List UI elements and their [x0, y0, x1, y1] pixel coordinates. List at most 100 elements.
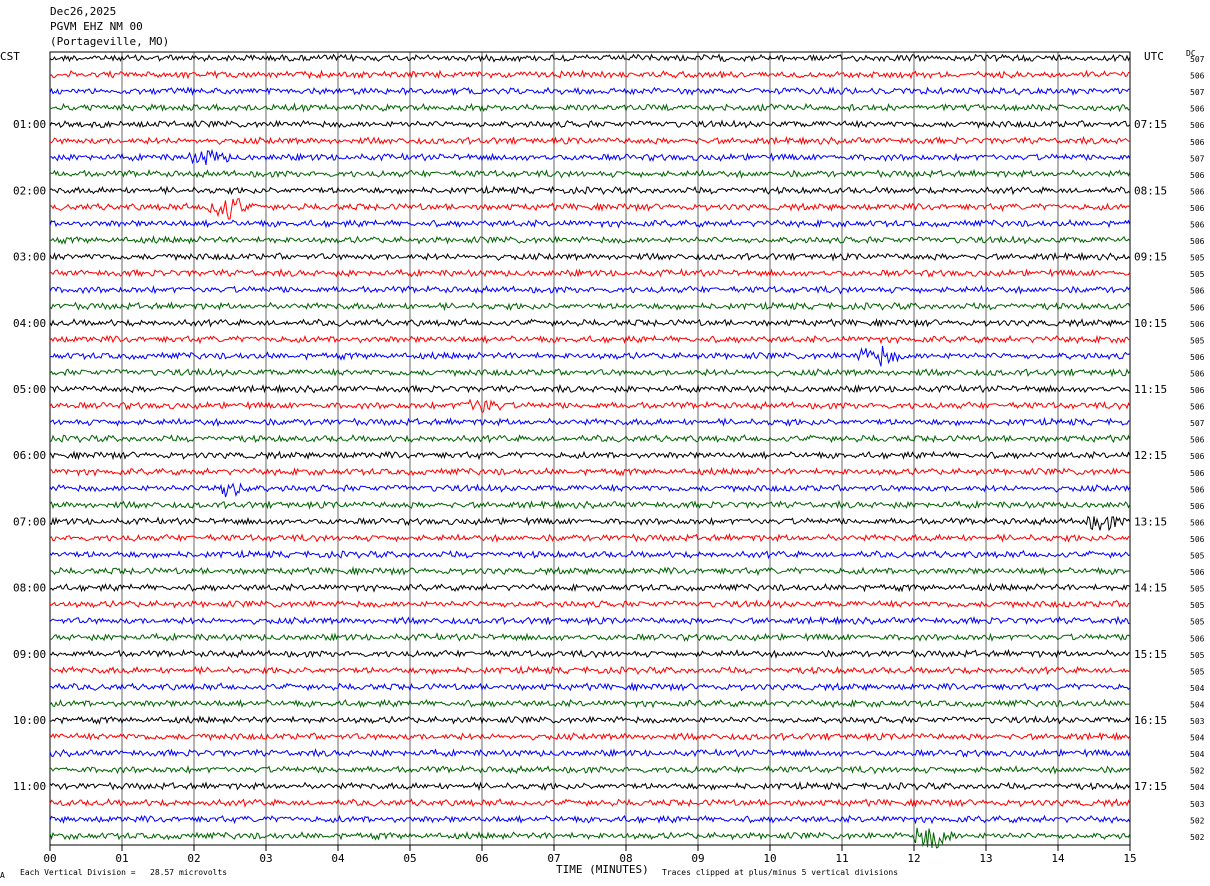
seismic-trace [49, 345, 1131, 367]
utc-hour-label: 08:15 [1134, 184, 1167, 197]
seismic-trace [49, 367, 1131, 378]
seismic-trace [49, 515, 1131, 532]
seismic-trace [49, 383, 1131, 394]
corner-mark: A [0, 871, 5, 880]
dc-offset-label: 504 [1190, 734, 1205, 743]
dc-offset-label: 505 [1190, 270, 1205, 279]
dc-offset-label: 506 [1190, 518, 1205, 527]
seismic-trace [49, 665, 1131, 676]
x-tick-label: 06 [475, 852, 488, 865]
seismic-trace [49, 827, 1131, 849]
x-tick-label: 11 [835, 852, 848, 865]
x-tick-label: 14 [1051, 852, 1065, 865]
dc-offset-label: 505 [1190, 254, 1205, 263]
seismic-trace [49, 168, 1131, 179]
seismic-trace [49, 499, 1131, 510]
left-timezone-label: CST [0, 50, 20, 63]
seismic-trace [49, 780, 1131, 791]
seismic-trace [49, 582, 1131, 593]
seismic-trace [49, 398, 1131, 414]
dc-offset-label: 507 [1190, 55, 1205, 64]
x-tick-label: 03 [259, 852, 272, 865]
dc-offset-label: 506 [1190, 171, 1205, 180]
dc-offset-label: 506 [1190, 138, 1205, 147]
dc-offset-label: 507 [1190, 88, 1205, 97]
seismic-trace [49, 69, 1131, 80]
dc-offset-label: 504 [1190, 783, 1205, 792]
seismic-trace [49, 300, 1131, 312]
seismic-trace [50, 632, 1131, 642]
x-tick-label: 12 [907, 852, 920, 865]
dc-offset-label: 506 [1190, 237, 1205, 246]
plot-frame [49, 51, 1131, 846]
x-tick-label: 02 [187, 852, 200, 865]
dc-offset-label: 506 [1190, 287, 1205, 296]
seismic-trace [49, 119, 1131, 129]
dc-offset-label: 507 [1190, 154, 1205, 163]
seismic-trace [49, 86, 1131, 97]
dc-offset-label: 506 [1190, 436, 1205, 445]
dc-offset-label: 506 [1190, 535, 1205, 544]
seismic-trace [49, 334, 1131, 345]
station-location: (Portageville, MO) [50, 35, 170, 48]
seismic-trace [50, 466, 1131, 477]
seismic-trace [49, 482, 1131, 498]
seismic-trace [49, 450, 1131, 461]
cst-hour-label: 11:00 [13, 780, 46, 793]
seismic-trace [49, 532, 1131, 544]
x-tick-label: 08 [619, 852, 632, 865]
seismic-trace [49, 268, 1131, 278]
dc-offset-label: 502 [1190, 767, 1205, 776]
dc-offset-label: 506 [1190, 485, 1205, 494]
x-tick-label: 04 [331, 852, 345, 865]
dc-offset-label: 506 [1190, 353, 1205, 362]
dc-offset-label: 503 [1190, 800, 1205, 809]
utc-hour-label: 17:15 [1134, 780, 1167, 793]
cst-hour-label: 06:00 [13, 449, 46, 462]
seismic-trace [49, 284, 1131, 295]
seismic-trace [49, 731, 1131, 742]
dc-offset-label: 505 [1190, 651, 1205, 660]
dc-offset-label: 506 [1190, 204, 1205, 213]
dc-offset-label: 505 [1190, 667, 1205, 676]
cst-hour-label: 01:00 [13, 118, 46, 131]
seismic-trace [49, 599, 1131, 609]
seismic-trace [49, 715, 1131, 725]
dc-offset-label: 503 [1190, 717, 1205, 726]
clip-note: Traces clipped at plus/minus 5 vertical … [662, 868, 899, 877]
dc-offset-label: 502 [1190, 833, 1205, 842]
seismic-trace [49, 185, 1131, 196]
station-code: PGVM EHZ NM 00 [50, 20, 143, 33]
dc-column-label: DC [1186, 49, 1196, 58]
cst-hour-label: 04:00 [13, 317, 46, 330]
dc-offset-label: 506 [1190, 369, 1205, 378]
cst-hour-label: 05:00 [13, 383, 46, 396]
dc-offset-label: 506 [1190, 452, 1205, 461]
cst-hour-label: 02:00 [13, 184, 46, 197]
seismic-trace [49, 698, 1131, 709]
dc-offset-label: 505 [1190, 601, 1205, 610]
dc-offset-label: 506 [1190, 403, 1205, 412]
record-date: Dec26,2025 [50, 5, 117, 18]
dc-offset-label: 506 [1190, 187, 1205, 196]
x-axis-title: TIME (MINUTES) [556, 863, 649, 876]
utc-hour-label: 09:15 [1134, 251, 1167, 264]
seismic-trace [49, 615, 1131, 626]
dc-offset-label: 506 [1190, 634, 1205, 643]
vertical-division-note: Each Vertical Division = 28.57 microvolt… [20, 868, 228, 877]
seismic-trace [49, 433, 1131, 444]
seismic-trace [49, 148, 1131, 165]
seismic-trace [49, 197, 1131, 220]
right-timezone-label: UTC [1144, 50, 1164, 63]
dc-offset-label: 505 [1190, 552, 1205, 561]
dc-offset-label: 506 [1190, 221, 1205, 230]
cst-hour-label: 07:00 [13, 515, 46, 528]
dc-offset-label: 506 [1190, 469, 1205, 478]
utc-hour-label: 16:15 [1134, 714, 1167, 727]
cst-hour-label: 10:00 [13, 714, 46, 727]
dc-offset-label: 505 [1190, 585, 1205, 594]
cst-hour-label: 09:00 [13, 648, 46, 661]
seismic-trace [49, 648, 1131, 659]
utc-hour-label: 12:15 [1134, 449, 1167, 462]
